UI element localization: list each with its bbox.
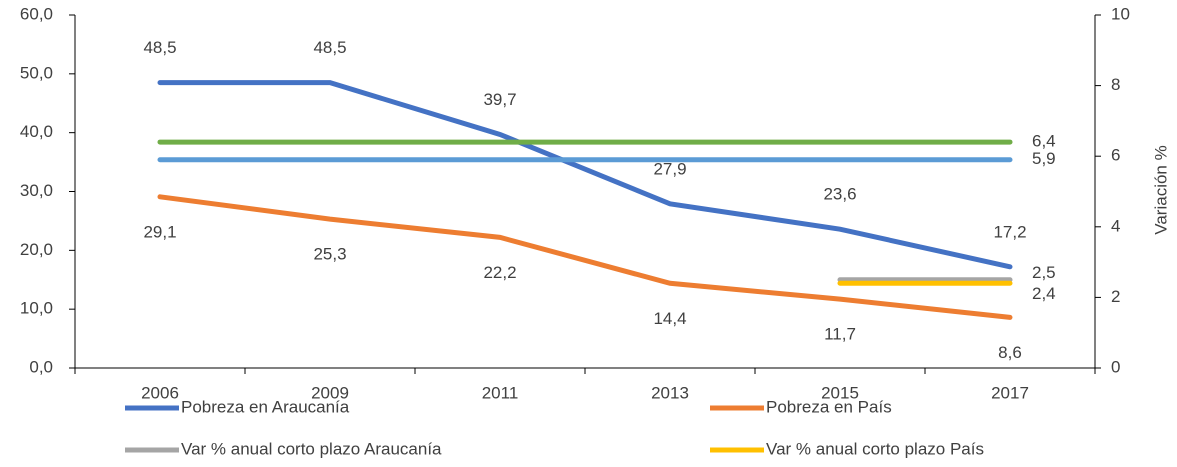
y-tick-label: 50,0 xyxy=(20,63,53,82)
legend-label: Pobreza en País xyxy=(766,397,892,416)
x-tick-label: 2009 xyxy=(311,383,349,402)
data-label: 14,4 xyxy=(653,309,686,328)
x-tick-label: 2015 xyxy=(821,383,859,402)
data-label: 39,7 xyxy=(483,90,516,109)
data-label: 8,6 xyxy=(998,343,1022,362)
y-tick-label: 0,0 xyxy=(29,357,53,376)
data-label: 23,6 xyxy=(823,185,856,204)
data-label: 6,4 xyxy=(1032,132,1056,151)
y2-axis-label: Variación % xyxy=(1151,145,1170,234)
y2-tick-label: 4 xyxy=(1111,216,1120,235)
legend-label: Pobreza en Araucanía xyxy=(181,397,350,416)
y-tick-label: 30,0 xyxy=(20,181,53,200)
x-tick-label: 2017 xyxy=(991,383,1029,402)
data-label: 29,1 xyxy=(143,222,176,241)
data-label: 2,5 xyxy=(1032,263,1056,282)
x-tick-label: 2013 xyxy=(651,383,689,402)
x-tick-label: 2011 xyxy=(482,383,519,402)
data-label: 22,2 xyxy=(483,263,516,282)
y2-tick-label: 6 xyxy=(1111,146,1120,165)
y-tick-label: 10,0 xyxy=(20,299,53,318)
data-label: 11,7 xyxy=(824,325,856,344)
y2-tick-label: 2 xyxy=(1111,287,1120,306)
y2-tick-label: 10 xyxy=(1111,4,1130,23)
data-label: 5,9 xyxy=(1032,149,1056,168)
x-tick-label: 2006 xyxy=(141,383,179,402)
y-tick-label: 40,0 xyxy=(20,122,53,141)
series-line xyxy=(157,80,1013,270)
legend-label: Var % anual corto plazo Araucanía xyxy=(181,439,442,458)
legend-label: Var % anual corto plazo País xyxy=(766,439,984,458)
data-label: 27,9 xyxy=(653,159,686,178)
y-tick-label: 60,0 xyxy=(20,4,53,23)
y2-tick-label: 8 xyxy=(1111,75,1120,94)
y-tick-label: 20,0 xyxy=(20,240,53,259)
data-label: 48,5 xyxy=(313,38,346,57)
data-label: 48,5 xyxy=(143,38,176,57)
data-label: 2,4 xyxy=(1032,284,1056,303)
series-line xyxy=(157,194,1013,320)
data-label: 25,3 xyxy=(313,245,346,264)
data-label: 17,2 xyxy=(993,222,1026,241)
y2-tick-label: 0 xyxy=(1111,357,1120,376)
